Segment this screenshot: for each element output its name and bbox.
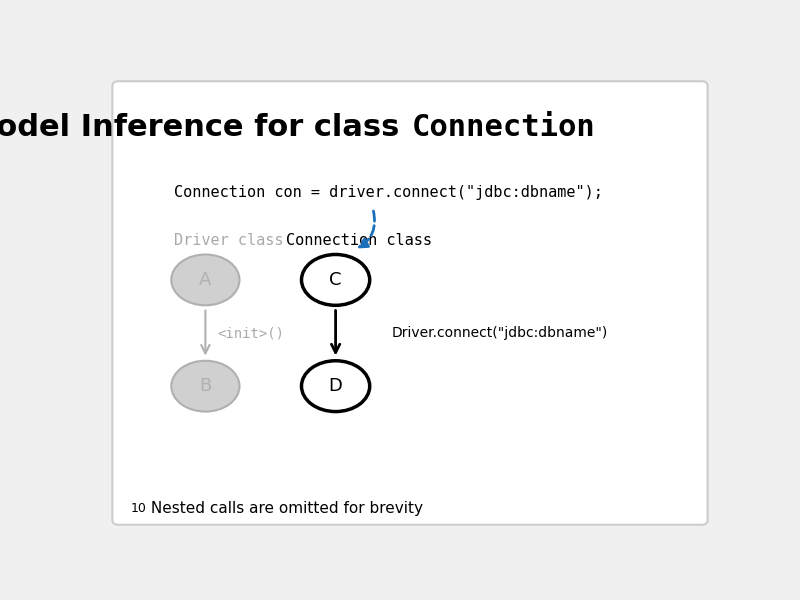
Circle shape [171,361,239,412]
Text: C: C [330,271,342,289]
Text: B: B [199,377,211,395]
Text: Connection class: Connection class [286,233,432,248]
Text: Model Inference for class: Model Inference for class [0,113,410,142]
FancyBboxPatch shape [112,81,708,525]
Text: Nested calls are omitted for brevity: Nested calls are omitted for brevity [146,501,423,516]
Text: Driver.connect("jdbc:dbname"): Driver.connect("jdbc:dbname") [391,326,608,340]
Circle shape [302,254,370,305]
Text: Connection: Connection [412,113,596,142]
Circle shape [302,361,370,412]
Text: A: A [199,271,211,289]
Circle shape [171,254,239,305]
Text: 10: 10 [131,502,147,515]
Text: Connection con = driver.connect("jdbc:dbname");: Connection con = driver.connect("jdbc:db… [174,185,603,200]
Text: Driver class: Driver class [174,233,284,248]
Text: D: D [329,377,342,395]
Text: <init>(): <init>() [218,326,285,340]
